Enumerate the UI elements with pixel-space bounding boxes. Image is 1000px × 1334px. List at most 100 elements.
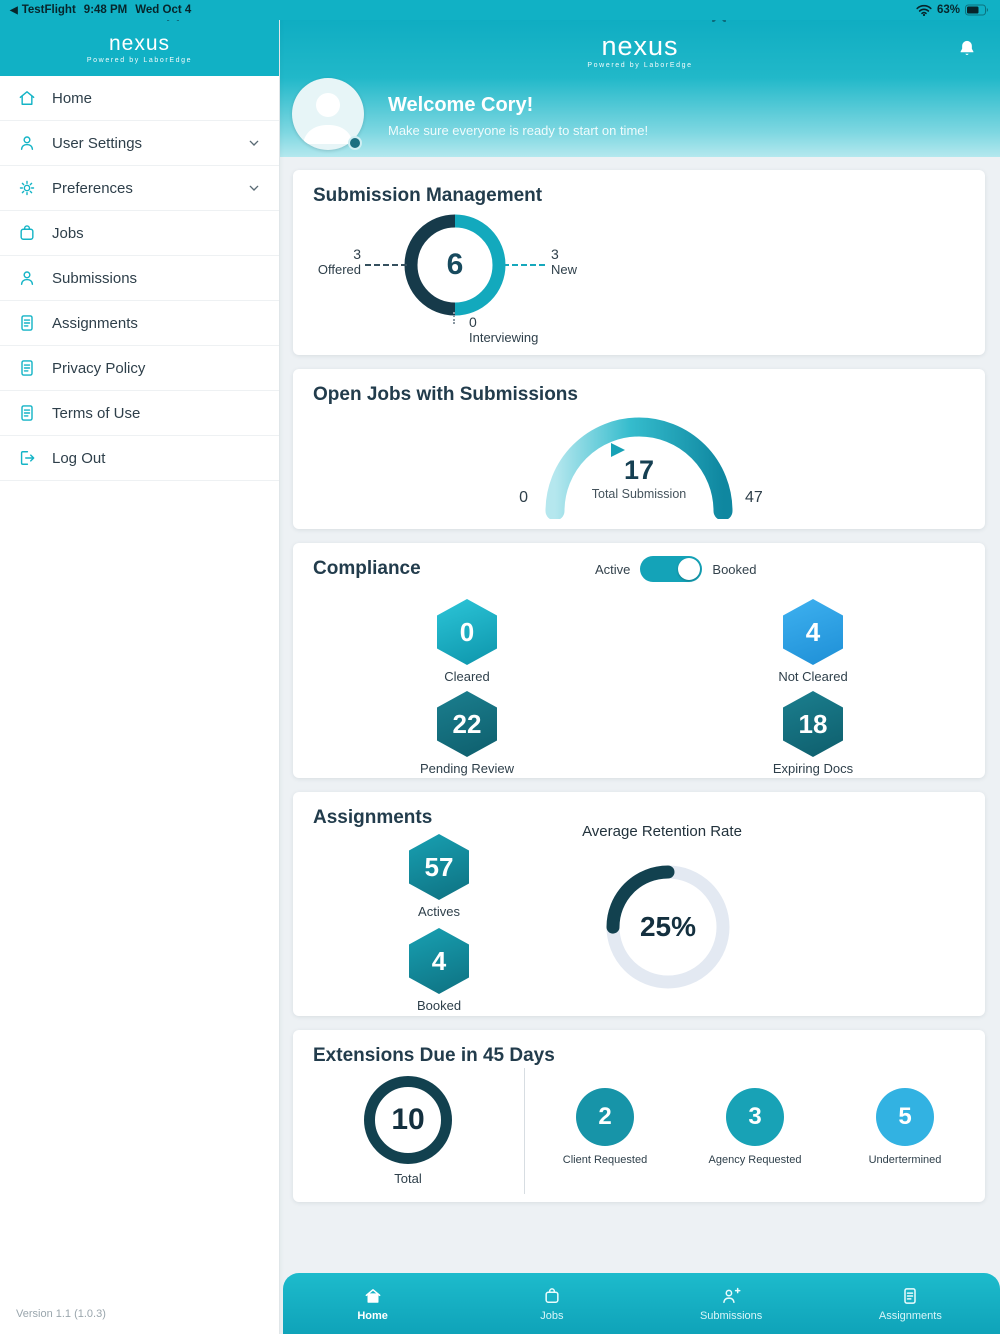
nav-item-home[interactable]: Home <box>283 1273 462 1334</box>
booked-stat: 4 Booked <box>369 928 509 1013</box>
gear-icon <box>17 178 37 198</box>
bottom-nav: Home Jobs Submissions Assignments <box>283 1273 1000 1334</box>
sidebar-item-label: Terms of Use <box>52 404 141 422</box>
card-title: Extensions Due in 45 Days <box>313 1045 555 1066</box>
active-booked-toggle[interactable] <box>640 556 703 582</box>
pending-review-stat: 22 Pending Review <box>397 691 537 776</box>
header-logo: nexus Powered by LaborEdge <box>587 13 726 69</box>
sidebar-item-label: User Settings <box>52 134 143 152</box>
compliance-card: Compliance Active Booked 0 Cleared 4 Not… <box>293 543 985 778</box>
document-icon <box>17 403 37 423</box>
sidebar-item-preferences[interactable]: Preferences <box>0 166 279 211</box>
agency-requested-stat: 3 Agency Requested <box>685 1088 825 1166</box>
clock: 9:48 PM <box>83 4 128 16</box>
sidebar-item-user-settings[interactable]: User Settings <box>0 121 279 166</box>
logout-icon <box>17 448 37 468</box>
agency-requested-value: 3 <box>726 1088 784 1146</box>
toggle-left-label: Active <box>595 561 631 577</box>
status-bar: ◀ TestFlight 9:48 PM Wed Oct 4 63% <box>0 0 1000 20</box>
home-icon <box>363 1286 383 1306</box>
offered-label: Offered <box>317 262 361 277</box>
not-cleared-label: Not Cleared <box>778 669 848 684</box>
new-value: 3 <box>551 246 559 262</box>
open-jobs-card: Open Jobs with Submissions 17 Total Subm… <box>293 369 985 529</box>
card-title: Compliance <box>313 558 421 579</box>
actives-stat: 57 Actives <box>369 834 509 919</box>
divider <box>524 1068 525 1194</box>
not-cleared-hexagon: 4 <box>783 599 843 665</box>
nav-item-jobs[interactable]: Jobs <box>462 1273 641 1334</box>
testflight-label: TestFlight <box>21 4 76 16</box>
person-icon <box>17 268 37 288</box>
cleared-stat: 0 Cleared <box>397 599 537 684</box>
expiring-docs-hexagon: 18 <box>783 691 843 757</box>
back-icon: ◀ <box>10 4 18 16</box>
cleared-hexagon: 0 <box>437 599 497 665</box>
user-icon <box>17 133 37 153</box>
document-icon <box>17 358 37 378</box>
sidebar-item-terms-of-use[interactable]: Terms of Use <box>0 391 279 436</box>
pending-review-hexagon: 22 <box>437 691 497 757</box>
avatar[interactable] <box>292 78 364 150</box>
sidebar-item-label: Preferences <box>52 179 133 197</box>
cleared-label: Cleared <box>444 669 490 684</box>
wifi-icon <box>916 4 932 16</box>
extensions-total-label: Total <box>394 1171 422 1186</box>
battery-percent: 63% <box>936 4 960 16</box>
brand-logo: nexus <box>601 31 679 61</box>
sidebar-item-jobs[interactable]: Jobs <box>0 211 279 256</box>
sidebar-item-submissions[interactable]: Submissions <box>0 256 279 301</box>
new-connector <box>503 264 545 266</box>
sidebar-item-label: Log Out <box>52 449 106 467</box>
chevron-down-icon[interactable] <box>246 180 262 196</box>
undertermined-label: Undertermined <box>868 1154 942 1166</box>
offered-stat: 3 Offered <box>301 246 361 277</box>
sidebar-item-label: Jobs <box>52 224 84 242</box>
notifications-bell-icon[interactable] <box>956 38 978 60</box>
gauge-value: 17 <box>623 455 655 485</box>
actives-label: Actives <box>418 904 460 919</box>
brand-tagline: Powered by LaborEdge <box>587 62 693 69</box>
booked-label: Booked <box>416 998 462 1013</box>
card-title: Open Jobs with Submissions <box>313 384 578 405</box>
sidebar-item-home[interactable]: Home <box>0 76 279 121</box>
sidebar-item-log-out[interactable]: Log Out <box>0 436 279 481</box>
brand-tagline: Powered by LaborEdge <box>86 56 193 64</box>
main-area: nexus Powered by LaborEdge Welcome Cory! <box>280 13 1000 1334</box>
new-stat: 3 New <box>551 246 577 277</box>
nav-label: Home <box>357 1309 388 1322</box>
not-cleared-stat: 4 Not Cleared <box>743 599 883 684</box>
sidebar-logo: nexus Powered by LaborEdge <box>0 13 279 76</box>
briefcase-icon <box>17 223 37 243</box>
submission-management-card: Submission Management 6 3 Offered 3 New <box>293 170 985 355</box>
sidebar-item-label: Submissions <box>52 269 138 287</box>
sidebar-item-assignments[interactable]: Assignments <box>0 301 279 346</box>
date: Wed Oct 4 <box>135 4 192 16</box>
sidebar-item-privacy-policy[interactable]: Privacy Policy <box>0 346 279 391</box>
app-version: Version 1.1 (1.0.3) <box>16 1308 106 1320</box>
new-label: New <box>551 262 578 277</box>
gauge-label: Total Submission <box>591 487 687 501</box>
card-title: Assignments <box>313 807 433 828</box>
interviewing-value: 0 <box>469 314 477 330</box>
undertermined-value: 5 <box>876 1088 934 1146</box>
person-plus-icon <box>720 1286 742 1306</box>
nav-label: Jobs <box>540 1309 564 1322</box>
sidebar-item-label: Privacy Policy <box>52 359 146 377</box>
actives-hexagon: 57 <box>409 834 469 900</box>
pending-review-label: Pending Review <box>420 761 514 776</box>
agency-requested-label: Agency Requested <box>708 1154 802 1166</box>
nav-item-submissions[interactable]: Submissions <box>642 1273 821 1334</box>
client-requested-value: 2 <box>576 1088 634 1146</box>
extensions-card: Extensions Due in 45 Days 10 Total 2 Cli… <box>293 1030 985 1202</box>
booked-hexagon: 4 <box>409 928 469 994</box>
nav-item-assignments[interactable]: Assignments <box>821 1273 1000 1334</box>
gauge-min: 0 <box>519 489 528 506</box>
expiring-docs-stat: 18 Expiring Docs <box>743 691 883 776</box>
back-to-testflight-button[interactable]: ◀ TestFlight <box>10 4 76 16</box>
offered-value: 3 <box>353 246 361 262</box>
chevron-down-icon[interactable] <box>246 135 262 151</box>
sidebar-item-label: Home <box>52 89 93 107</box>
toggle-right-label: Booked <box>712 561 757 577</box>
